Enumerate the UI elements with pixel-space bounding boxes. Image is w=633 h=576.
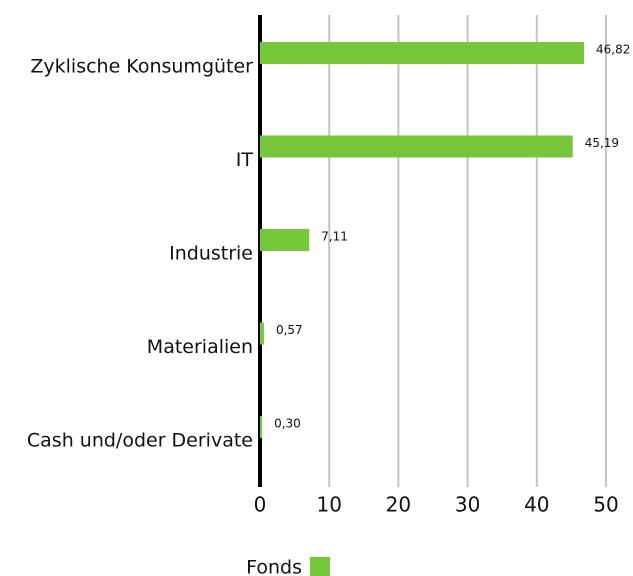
bar (260, 416, 263, 438)
x-tick-label: 20 (386, 493, 411, 517)
x-tick-label: 50 (593, 493, 618, 517)
y-tick-label: Industrie (169, 243, 253, 265)
x-tick-label: 30 (455, 493, 480, 517)
value-label: 7,11 (321, 230, 348, 244)
value-label: 45,19 (585, 136, 619, 150)
value-label: 46,82 (596, 43, 630, 57)
value-label: 0,57 (276, 323, 303, 337)
bar (260, 229, 310, 251)
x-tick-label: 10 (316, 493, 341, 517)
y-tick-label: Cash und/oder Derivate (27, 430, 253, 452)
y-tick-label: Zyklische Konsumgüter (30, 56, 253, 78)
x-tick-label: 0 (254, 493, 267, 517)
bar (260, 42, 584, 64)
y-tick-label: Materialien (147, 336, 253, 358)
y-tick-label: IT (236, 149, 254, 171)
bar (260, 322, 264, 345)
bar (260, 135, 573, 158)
value-label: 0,30 (274, 417, 301, 431)
x-tick-label: 40 (524, 493, 549, 517)
legend-label: Fonds (246, 557, 302, 576)
legend-swatch (310, 557, 330, 576)
